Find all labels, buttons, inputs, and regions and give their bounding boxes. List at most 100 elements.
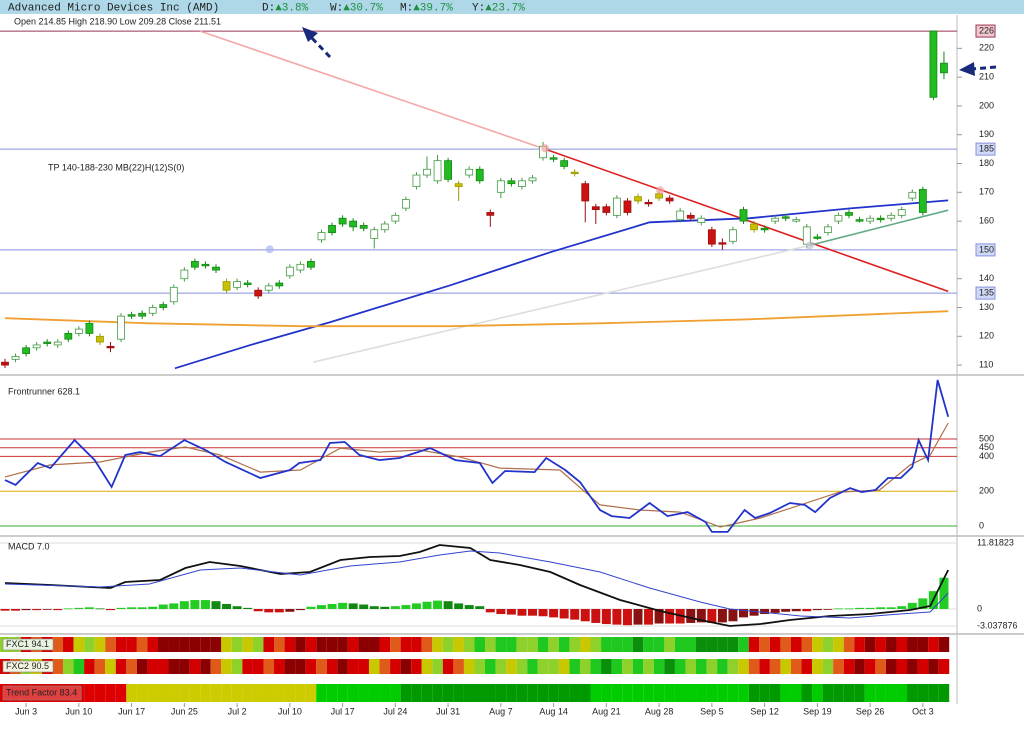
heat-cell bbox=[917, 684, 929, 702]
heat-cell bbox=[537, 684, 549, 702]
heat-cell bbox=[495, 684, 507, 702]
heat-cell bbox=[506, 659, 517, 674]
heat-cell bbox=[548, 659, 559, 674]
heat-cell bbox=[221, 659, 232, 674]
heat-cell bbox=[305, 659, 317, 674]
heat-cell bbox=[115, 684, 127, 702]
x-tick-label: Oct 3 bbox=[912, 706, 934, 716]
heat-cell bbox=[812, 637, 823, 652]
heat-cell bbox=[706, 637, 718, 652]
histogram-bar bbox=[622, 608, 632, 626]
candle-body bbox=[96, 335, 104, 343]
heat-cell bbox=[432, 659, 443, 674]
heat-cell bbox=[485, 659, 496, 674]
heat-cell bbox=[601, 684, 612, 702]
heat-cell bbox=[337, 659, 348, 674]
period-change: D:▲3.8% bbox=[262, 2, 309, 14]
heat-cell bbox=[696, 684, 707, 702]
heat-cell bbox=[84, 684, 95, 702]
heat-cell bbox=[706, 659, 718, 674]
heat-cell bbox=[558, 684, 570, 702]
heat-cell bbox=[664, 637, 675, 652]
candle-body bbox=[940, 62, 948, 74]
heat-cell bbox=[843, 684, 855, 702]
heat-cell bbox=[516, 659, 528, 674]
heat-cell bbox=[495, 637, 507, 652]
heat-cell bbox=[463, 659, 475, 674]
histogram-bar bbox=[580, 608, 590, 622]
heat-cell bbox=[928, 684, 939, 702]
candle-body bbox=[285, 266, 294, 277]
heat-cell bbox=[200, 637, 211, 652]
x-tick-label: Jun 25 bbox=[171, 706, 198, 716]
candle-body bbox=[665, 197, 674, 202]
histogram-bar bbox=[190, 600, 200, 609]
heat-cell bbox=[907, 684, 918, 702]
candle-body bbox=[212, 266, 220, 271]
heat-cell bbox=[368, 637, 380, 652]
strip-label: FXC1 94.1 bbox=[6, 639, 49, 649]
heat-cell bbox=[664, 659, 675, 674]
candle-body bbox=[454, 183, 463, 187]
candle-body bbox=[845, 212, 853, 216]
heat-cell bbox=[938, 659, 950, 674]
y-tick-label: 190 bbox=[979, 129, 994, 139]
heat-cell bbox=[717, 637, 728, 652]
heat-cell bbox=[242, 684, 253, 702]
histogram-bar bbox=[306, 606, 316, 609]
histogram-bar bbox=[200, 600, 210, 609]
histogram-bar bbox=[654, 608, 664, 624]
heat-cell bbox=[685, 659, 697, 674]
heat-cell bbox=[179, 659, 190, 674]
histogram-bar bbox=[686, 608, 696, 623]
heat-cell bbox=[189, 637, 201, 652]
heat-cell bbox=[685, 684, 697, 702]
level-label-box bbox=[975, 243, 996, 257]
histogram-bar bbox=[295, 608, 305, 611]
heat-cell bbox=[537, 659, 549, 674]
x-tick-label: Jun 3 bbox=[15, 706, 37, 716]
heat-cell bbox=[263, 684, 275, 702]
trend-line bbox=[199, 30, 546, 150]
heat-cell bbox=[854, 637, 865, 652]
histogram-bar bbox=[274, 608, 284, 613]
candle-body bbox=[412, 174, 421, 187]
heat-cell bbox=[189, 684, 201, 702]
heat-cell bbox=[696, 637, 707, 652]
histogram-bar bbox=[696, 608, 706, 623]
heat-cell bbox=[632, 637, 644, 652]
histogram-bar bbox=[95, 608, 105, 610]
heat-cell bbox=[168, 637, 180, 652]
heat-cell bbox=[442, 659, 454, 674]
y-tick-label: 140 bbox=[979, 273, 994, 283]
candle-body bbox=[707, 229, 716, 245]
heat-cell bbox=[368, 684, 380, 702]
heat-cell bbox=[569, 637, 580, 652]
moving-average bbox=[4, 310, 949, 328]
heat-cell bbox=[780, 637, 791, 652]
histogram-bar bbox=[601, 608, 611, 625]
candle-body bbox=[254, 289, 263, 297]
heat-cell bbox=[611, 637, 623, 652]
level-label: 185 bbox=[979, 143, 994, 153]
candle-body bbox=[718, 242, 727, 245]
histogram-bar bbox=[63, 608, 73, 610]
heat-cell bbox=[411, 659, 422, 674]
y-tick-label: 180 bbox=[979, 158, 994, 168]
heat-cell bbox=[938, 684, 950, 702]
heat-cell bbox=[400, 637, 412, 652]
candle-body bbox=[201, 263, 210, 267]
heat-cell bbox=[326, 684, 338, 702]
candle-body bbox=[929, 30, 938, 98]
heat-cell bbox=[790, 659, 802, 674]
candle-body bbox=[169, 286, 178, 303]
heat-cell bbox=[94, 637, 106, 652]
change-label: M: bbox=[400, 2, 413, 14]
heat-cell bbox=[611, 684, 623, 702]
histogram-bar bbox=[53, 608, 63, 611]
candle-body bbox=[739, 209, 748, 222]
candle-body bbox=[644, 201, 653, 205]
histogram-bar bbox=[222, 603, 232, 609]
heat-cell bbox=[411, 684, 422, 702]
